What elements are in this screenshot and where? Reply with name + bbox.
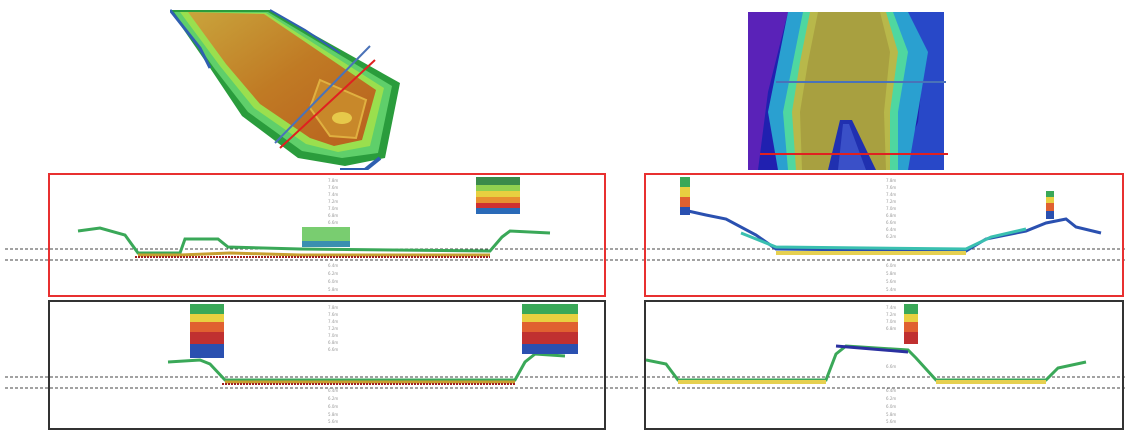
svg-text:7.4m: 7.4m bbox=[328, 319, 338, 324]
bank-cluster-left bbox=[190, 304, 224, 358]
svg-text:7.2m: 7.2m bbox=[328, 199, 338, 204]
svg-text:6.6m: 6.6m bbox=[328, 220, 338, 225]
svg-text:5.4m: 5.4m bbox=[886, 287, 896, 292]
svg-text:6.8m: 6.8m bbox=[328, 340, 338, 345]
svg-text:7.2m: 7.2m bbox=[886, 199, 896, 204]
svg-text:7.0m: 7.0m bbox=[886, 206, 896, 211]
svg-text:6.0m: 6.0m bbox=[886, 404, 896, 409]
svg-text:6.2m: 6.2m bbox=[886, 396, 896, 401]
svg-text:7.8m: 7.8m bbox=[328, 305, 338, 310]
svg-text:7.6m: 7.6m bbox=[328, 312, 338, 317]
svg-text:7.0m: 7.0m bbox=[328, 206, 338, 211]
svg-text:7.6m: 7.6m bbox=[886, 185, 896, 190]
svg-text:6.4m: 6.4m bbox=[328, 263, 338, 268]
svg-text:6.4m: 6.4m bbox=[886, 388, 896, 393]
left-upper-profile-frame bbox=[48, 173, 606, 297]
svg-text:5.8m: 5.8m bbox=[886, 271, 896, 276]
section-line-blue bbox=[274, 45, 371, 144]
svg-text:6.4m: 6.4m bbox=[886, 227, 896, 232]
svg-text:7.4m: 7.4m bbox=[886, 192, 896, 197]
bank-cluster-left bbox=[680, 177, 690, 215]
svg-text:6.4m: 6.4m bbox=[328, 388, 338, 393]
svg-text:5.8m: 5.8m bbox=[328, 287, 338, 292]
right-lower-profile: 7.4m 7.2m 7.0m 6.8m 6.6m 6.4m 6.2m 6.0m … bbox=[646, 304, 1087, 424]
svg-text:6.0m: 6.0m bbox=[328, 279, 338, 284]
svg-text:6.8m: 6.8m bbox=[886, 326, 896, 331]
svg-text:6.8m: 6.8m bbox=[886, 213, 896, 218]
svg-text:6.0m: 6.0m bbox=[328, 404, 338, 409]
svg-text:6.2m: 6.2m bbox=[328, 271, 338, 276]
svg-text:7.2m: 7.2m bbox=[886, 312, 896, 317]
svg-text:7.8m: 7.8m bbox=[328, 178, 338, 183]
svg-text:6.6m: 6.6m bbox=[886, 220, 896, 225]
svg-text:6.0m: 6.0m bbox=[886, 263, 896, 268]
section-line-red bbox=[279, 59, 376, 149]
bank-cluster-right bbox=[522, 304, 578, 354]
left-plan-view-map bbox=[170, 9, 400, 170]
svg-text:6.2m: 6.2m bbox=[328, 396, 338, 401]
bridge-pier-cluster bbox=[904, 304, 918, 344]
vegetation-cluster bbox=[476, 177, 520, 214]
svg-text:7.4m: 7.4m bbox=[886, 305, 896, 310]
bank-cluster-right bbox=[1046, 191, 1054, 219]
svg-text:6.2m: 6.2m bbox=[886, 234, 896, 239]
left-lower-profile: 7.8m 7.6m 7.4m 7.2m 7.0m 6.8m 6.6m 6.4m … bbox=[167, 304, 578, 424]
svg-text:7.8m: 7.8m bbox=[886, 178, 896, 183]
svg-text:5.8m: 5.8m bbox=[328, 412, 338, 417]
right-upper-profile: 7.8m 7.6m 7.4m 7.2m 7.0m 6.8m 6.6m 6.4m … bbox=[680, 177, 1102, 292]
svg-text:5.6m: 5.6m bbox=[328, 419, 338, 424]
svg-text:6.6m: 6.6m bbox=[886, 364, 896, 369]
svg-text:5.6m: 5.6m bbox=[886, 279, 896, 284]
svg-text:5.8m: 5.8m bbox=[886, 412, 896, 417]
right-plan-view-map bbox=[748, 12, 948, 170]
right-upper-profile-frame bbox=[644, 173, 1124, 297]
svg-text:7.0m: 7.0m bbox=[328, 333, 338, 338]
svg-text:5.6m: 5.6m bbox=[886, 419, 896, 424]
svg-text:6.8m: 6.8m bbox=[328, 213, 338, 218]
left-upper-profile: 7.8m 7.6m 7.4m 7.2m 7.0m 6.8m 6.6m 6.4m … bbox=[77, 177, 551, 292]
svg-text:7.0m: 7.0m bbox=[886, 319, 896, 324]
svg-text:7.4m: 7.4m bbox=[328, 192, 338, 197]
svg-text:6.6m: 6.6m bbox=[328, 347, 338, 352]
svg-text:7.2m: 7.2m bbox=[328, 326, 338, 331]
svg-text:7.6m: 7.6m bbox=[328, 185, 338, 190]
